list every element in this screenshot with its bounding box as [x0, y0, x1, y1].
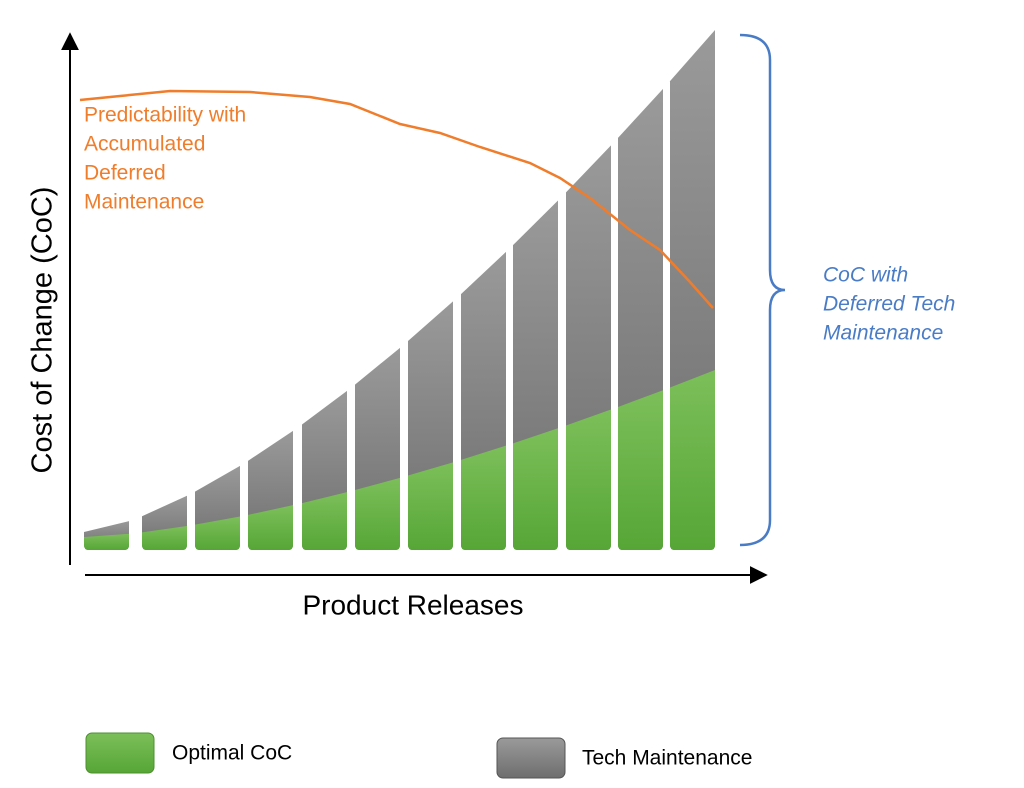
- legend-swatch: [85, 732, 155, 774]
- annotation-line: Maintenance: [84, 191, 204, 214]
- annotation-line: Deferred Tech: [823, 293, 955, 316]
- y-axis-label: Cost of Change (CoC): [27, 187, 59, 474]
- optimal-coc-bar: [142, 525, 187, 550]
- optimal-coc-bar: [302, 492, 347, 550]
- bars: [84, 30, 715, 550]
- optimal-coc-bar: [84, 533, 129, 550]
- legend-label: Optimal CoC: [172, 742, 292, 765]
- annotation-line: Predictability with: [84, 104, 246, 127]
- x-axis-label: Product Releases: [302, 589, 523, 620]
- optimal-coc-bar: [618, 390, 663, 550]
- optimal-coc-bar: [408, 462, 453, 550]
- optimal-coc-bar: [355, 477, 400, 550]
- optimal-coc-bar: [461, 445, 506, 550]
- optimal-coc-bar: [195, 516, 240, 550]
- optimal-coc-bar: [513, 428, 558, 550]
- optimal-coc-bar: [670, 370, 715, 550]
- predictability-curve: [79, 89, 714, 309]
- optimal-coc-bar: [566, 409, 611, 550]
- legend-label: Tech Maintenance: [582, 747, 752, 770]
- optimal-coc-bar: [248, 505, 293, 550]
- annotation-line: Deferred: [84, 162, 166, 185]
- annotation-line: CoC with: [823, 264, 908, 287]
- bracket: [739, 33, 786, 547]
- annotation-line: Accumulated: [84, 133, 205, 156]
- legend-swatch: [496, 737, 566, 779]
- annotation-line: Maintenance: [823, 322, 943, 345]
